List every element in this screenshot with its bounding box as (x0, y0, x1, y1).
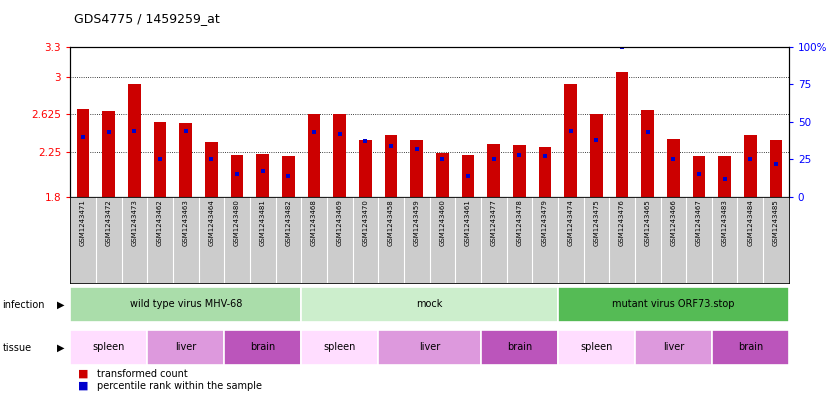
Text: GSM1243463: GSM1243463 (183, 199, 188, 246)
Bar (770, 140, 782, 196)
Text: liver: liver (662, 342, 684, 352)
Text: ▶: ▶ (56, 343, 64, 353)
Bar (205, 142, 218, 196)
Text: GSM1243478: GSM1243478 (516, 199, 522, 246)
Bar (744, 135, 757, 196)
Bar (385, 135, 397, 196)
Text: wild type virus MHV-68: wild type virus MHV-68 (130, 299, 242, 309)
Text: GSM1243484: GSM1243484 (748, 199, 753, 246)
Text: GSM1243471: GSM1243471 (80, 199, 86, 246)
Text: GSM1243465: GSM1243465 (644, 199, 651, 246)
Text: GDS4775 / 1459259_at: GDS4775 / 1459259_at (74, 12, 220, 25)
Text: infection: infection (2, 299, 45, 310)
Text: GSM1243480: GSM1243480 (234, 199, 240, 246)
Bar (230, 155, 244, 196)
Bar (256, 154, 269, 196)
Text: GSM1243477: GSM1243477 (491, 199, 496, 246)
Bar (712, 330, 789, 365)
Text: GSM1243474: GSM1243474 (567, 199, 574, 246)
Bar (333, 114, 346, 196)
Bar (378, 330, 481, 365)
Text: tissue: tissue (2, 343, 31, 353)
Bar (558, 330, 635, 365)
Text: GSM1243460: GSM1243460 (439, 199, 445, 246)
Bar (436, 153, 449, 196)
Bar (558, 287, 789, 322)
Text: brain: brain (250, 342, 275, 352)
Text: GSM1243479: GSM1243479 (542, 199, 548, 246)
Text: GSM1243469: GSM1243469 (337, 199, 343, 246)
Bar (564, 84, 577, 196)
Bar (128, 84, 140, 196)
Text: mock: mock (416, 299, 443, 309)
Text: ■: ■ (78, 369, 89, 379)
Text: brain: brain (506, 342, 532, 352)
Bar (102, 111, 115, 196)
Text: GSM1243476: GSM1243476 (619, 199, 625, 246)
Text: GSM1243467: GSM1243467 (696, 199, 702, 246)
Text: GSM1243481: GSM1243481 (259, 199, 266, 246)
Text: mutant virus ORF73.stop: mutant virus ORF73.stop (612, 299, 734, 309)
Text: transformed count: transformed count (97, 369, 188, 379)
Text: GSM1243482: GSM1243482 (285, 199, 292, 246)
Bar (590, 114, 603, 196)
Bar (282, 156, 295, 196)
Text: percentile rank within the sample: percentile rank within the sample (97, 381, 262, 391)
Bar (615, 72, 629, 196)
Text: GSM1243468: GSM1243468 (311, 199, 317, 246)
Text: GSM1243462: GSM1243462 (157, 199, 163, 246)
Bar (462, 155, 474, 196)
Text: ■: ■ (78, 381, 89, 391)
Text: GSM1243458: GSM1243458 (388, 199, 394, 246)
Bar (539, 147, 552, 196)
Text: spleen: spleen (93, 342, 125, 352)
Bar (487, 144, 500, 196)
Bar (301, 287, 558, 322)
Text: GSM1243470: GSM1243470 (363, 199, 368, 246)
Bar (411, 140, 423, 196)
Text: GSM1243466: GSM1243466 (671, 199, 676, 246)
Bar (70, 330, 147, 365)
Bar (307, 114, 320, 196)
Bar (641, 110, 654, 196)
Bar (667, 139, 680, 196)
Text: spleen: spleen (324, 342, 356, 352)
Bar (154, 122, 167, 196)
Bar (481, 330, 558, 365)
Text: ▶: ▶ (56, 299, 64, 310)
Text: spleen: spleen (580, 342, 613, 352)
Text: liver: liver (175, 342, 197, 352)
Text: GSM1243472: GSM1243472 (106, 199, 112, 246)
Bar (513, 145, 526, 196)
Text: GSM1243464: GSM1243464 (208, 199, 215, 246)
Text: GSM1243483: GSM1243483 (722, 199, 728, 246)
Bar (77, 109, 89, 196)
Bar (359, 140, 372, 196)
Text: GSM1243473: GSM1243473 (131, 199, 137, 246)
Text: GSM1243461: GSM1243461 (465, 199, 471, 246)
Text: GSM1243475: GSM1243475 (593, 199, 600, 246)
Bar (719, 156, 731, 196)
Bar (692, 156, 705, 196)
Bar (224, 330, 301, 365)
Bar (179, 123, 192, 196)
Bar (301, 330, 378, 365)
Text: GSM1243459: GSM1243459 (414, 199, 420, 246)
Bar (70, 287, 301, 322)
Text: liver: liver (419, 342, 440, 352)
Bar (635, 330, 712, 365)
Text: GSM1243485: GSM1243485 (773, 199, 779, 246)
Bar (147, 330, 224, 365)
Text: brain: brain (738, 342, 763, 352)
